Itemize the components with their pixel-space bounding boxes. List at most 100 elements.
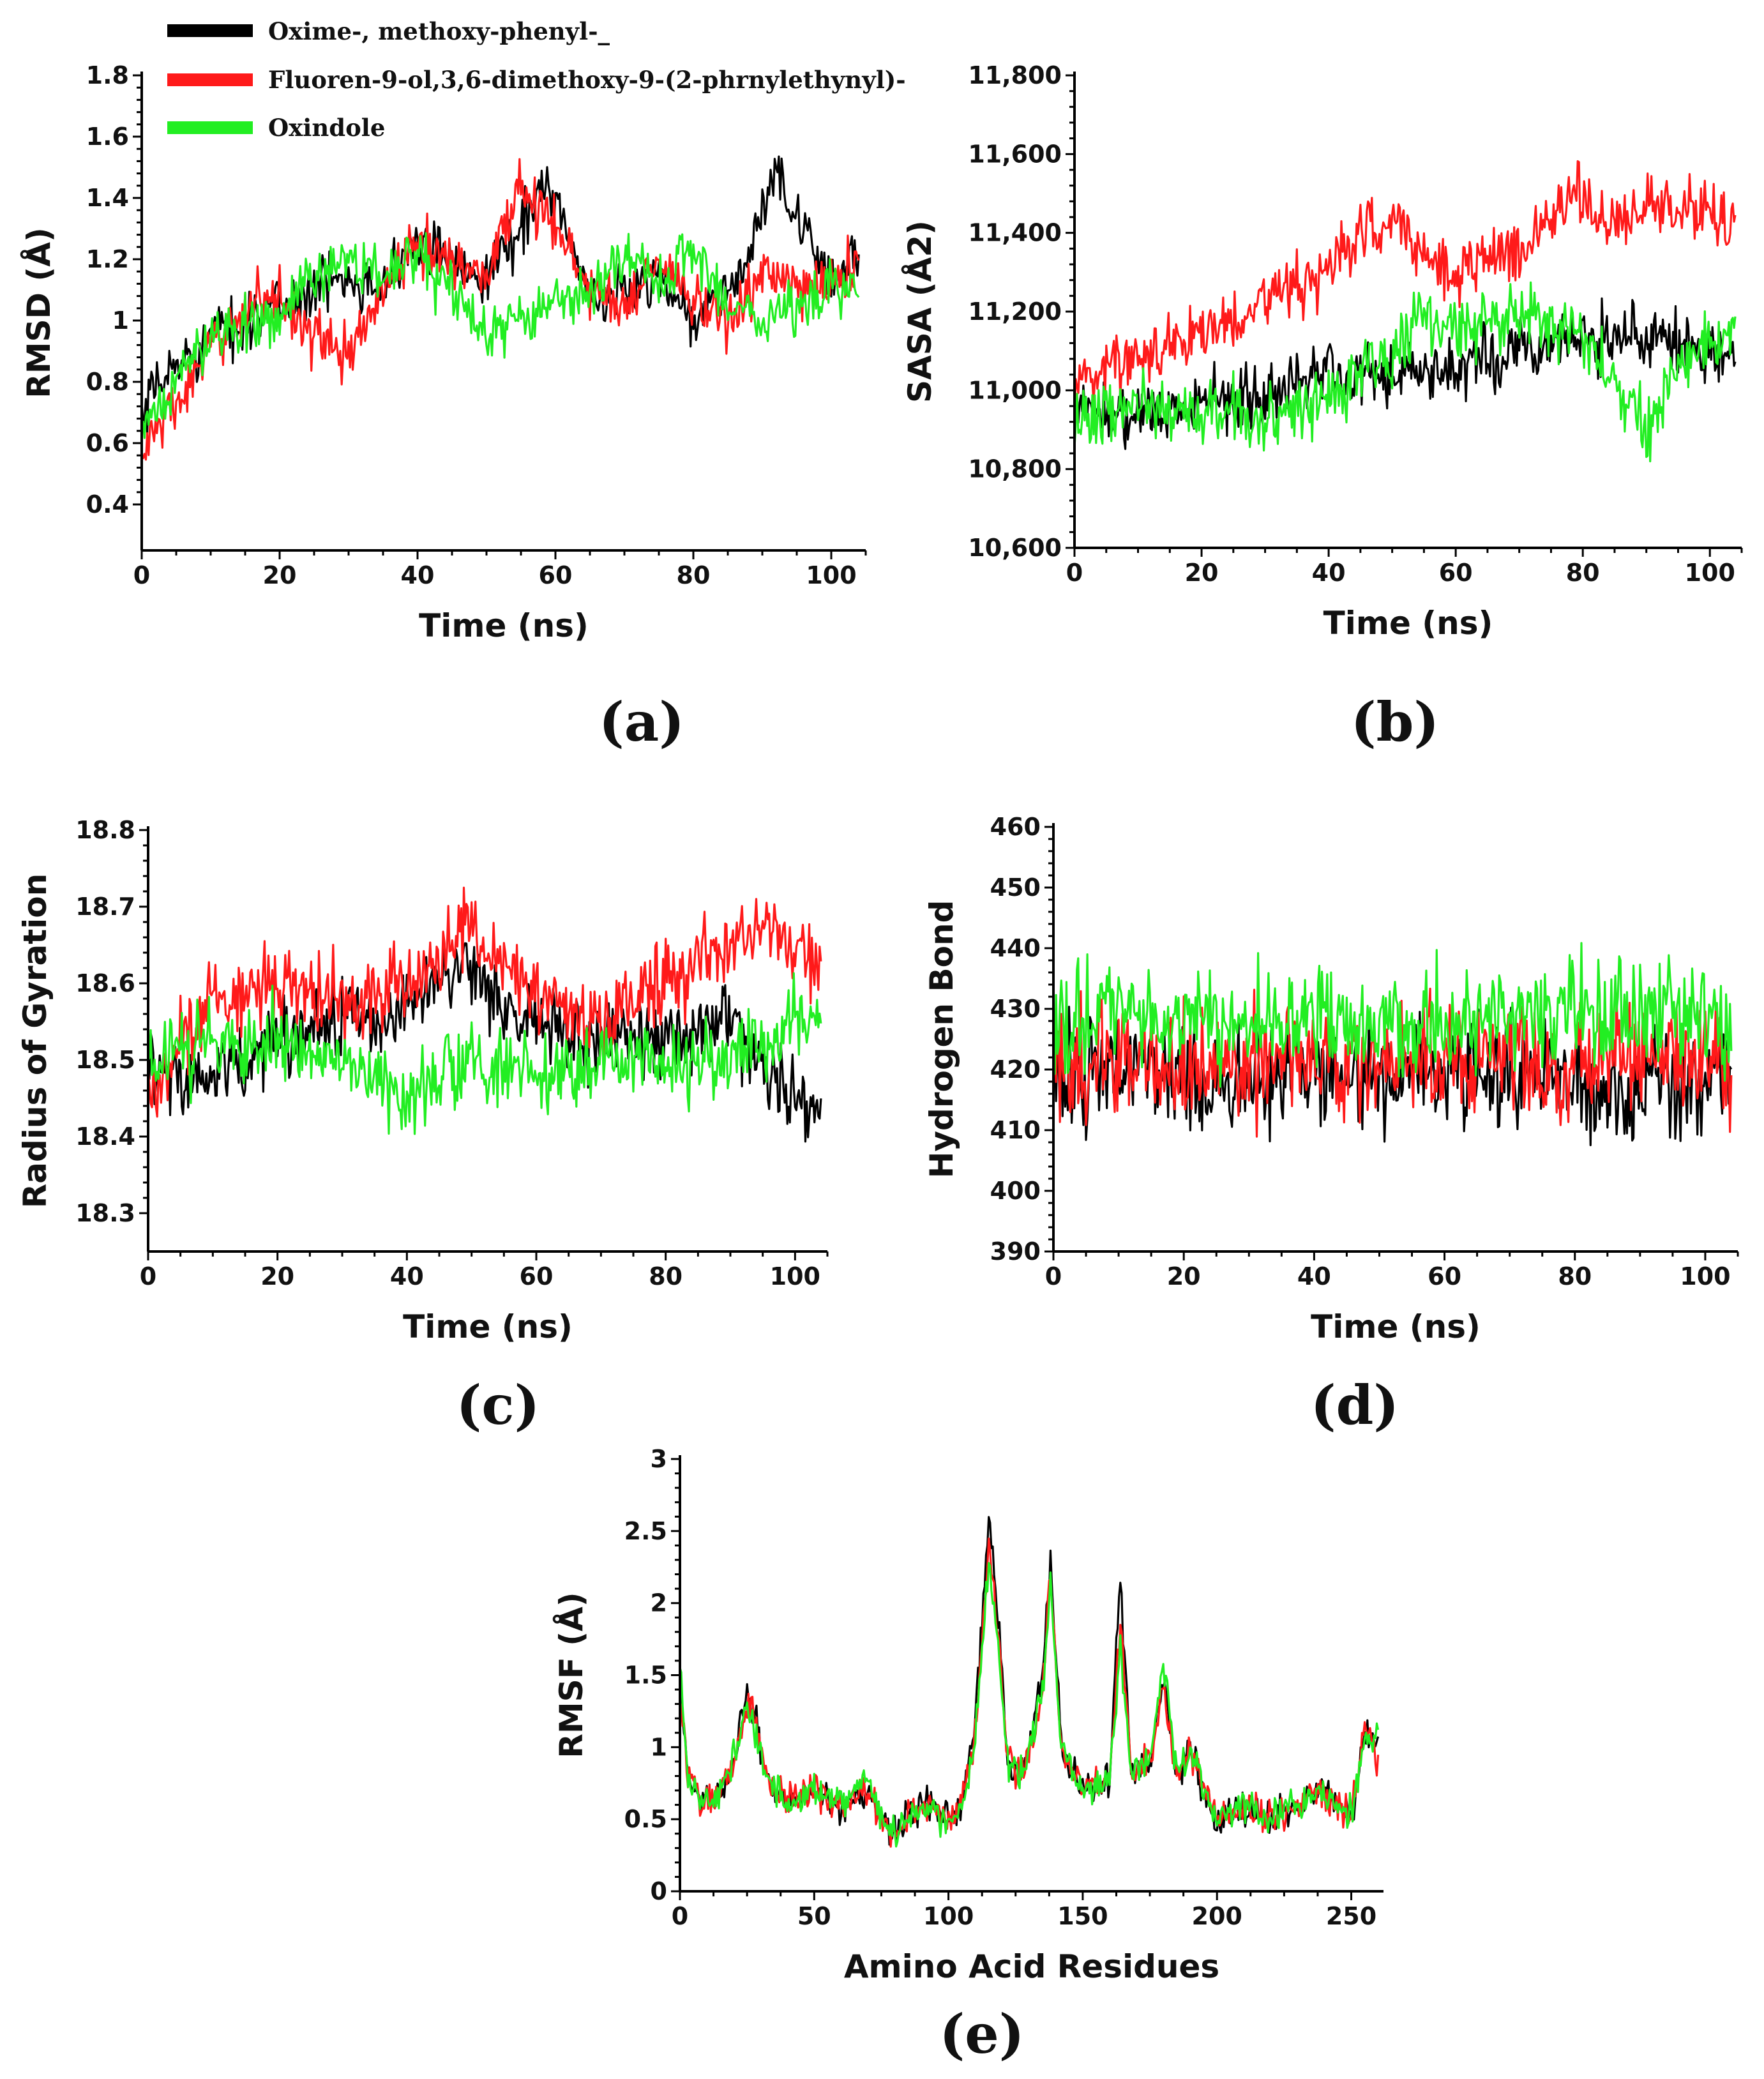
x-tick-label-e-1: 50 [797,1902,831,1930]
y-tick-label-a-3: 1 [112,306,129,335]
y-axis-label-b: SASA (Å2) [901,220,939,403]
y-axis-label-e: RMSF (Å) [552,1592,590,1758]
x-tick-label-b-4: 80 [1566,559,1600,587]
y-axis-label-a: RMSD (Å) [20,227,57,398]
y-tick-label-b-4: 11,400 [968,219,1062,247]
y-tick-label-a-6: 1.6 [86,123,129,151]
panel-label-a: (a) [599,690,684,753]
series-line-d-1 [1052,987,1733,1138]
legend-swatch-oxindole [167,121,253,134]
legend-label-oxindole: Oxindole [268,114,385,142]
y-tick-label-a-5: 1.4 [86,184,129,212]
x-tick-label-a-5: 100 [806,561,856,589]
panel-label-b: (b) [1351,690,1439,753]
y-tick-label-b-2: 11,000 [968,376,1062,404]
x-axis-label-d: Time (ns) [1311,1308,1481,1345]
x-tick-label-c-5: 100 [770,1262,820,1290]
y-tick-label-a-2: 0.8 [86,368,129,396]
y-axis-label-d: Hydrogen Bond [923,900,960,1179]
x-tick-label-d-2: 40 [1297,1262,1331,1290]
series-line-d-2 [1052,942,1733,1088]
y-tick-label-c-0: 18.3 [75,1199,135,1227]
x-tick-label-b-1: 20 [1185,559,1219,587]
x-tick-label-e-2: 100 [923,1902,974,1930]
x-tick-label-c-3: 60 [520,1262,554,1290]
series-line-b-1 [1073,160,1737,416]
y-tick-label-b-5: 11,600 [968,140,1062,168]
x-tick-label-c-4: 80 [649,1262,682,1290]
x-tick-label-b-0: 0 [1066,559,1083,587]
y-tick-label-c-3: 18.6 [75,969,135,997]
panel-label-d: (d) [1311,1373,1399,1437]
y-tick-label-e-3: 1.5 [624,1661,667,1690]
series-line-c-0 [147,942,822,1143]
x-tick-label-a-1: 20 [263,561,297,589]
y-tick-label-a-0: 0.4 [86,490,129,518]
panel-label-e: (e) [940,2002,1025,2066]
y-tick-label-e-5: 2.5 [624,1517,667,1545]
x-tick-label-b-3: 60 [1439,559,1473,587]
x-tick-label-b-2: 40 [1312,559,1346,587]
x-axis-label-e: Amino Acid Residues [844,1948,1219,1985]
chart-panel-e: 0 50 100 150 200 250 0 0.5 1 1.5 2 2.5 3 Amino Acid R… [552,1445,1383,2066]
y-tick-label-d-7: 460 [990,813,1041,841]
x-tick-label-c-1: 20 [260,1262,294,1290]
legend: Oxime-, methoxy-phenyl-_ Fluoren-9-ol,3,… [167,17,906,142]
x-tick-label-e-4: 200 [1192,1902,1242,1930]
y-tick-label-d-6: 450 [990,873,1041,902]
y-tick-label-d-0: 390 [990,1237,1041,1266]
legend-swatch-oxime [167,24,253,37]
x-tick-label-a-0: 0 [133,561,150,589]
x-axis-label-b: Time (ns) [1323,605,1493,642]
y-tick-label-e-4: 2 [651,1589,667,1617]
x-tick-label-d-4: 80 [1558,1262,1592,1290]
x-tick-label-c-0: 0 [140,1262,156,1290]
x-tick-label-e-5: 250 [1326,1902,1376,1930]
y-tick-label-c-2: 18.5 [75,1046,135,1074]
chart-panel-b: 0 20 40 60 80 100 10,600 10,800 11,000 11,200 11,4… [901,61,1743,753]
legend-swatch-fluorenol [167,73,253,86]
y-tick-label-e-1: 0.5 [624,1805,667,1833]
y-tick-label-a-1: 0.6 [86,429,129,457]
x-tick-label-a-2: 40 [401,561,435,589]
y-tick-label-e-2: 1 [651,1733,667,1761]
series-line-b-2 [1073,281,1737,463]
y-tick-label-e-0: 0 [651,1877,667,1905]
series-line-e-1 [679,1538,1380,1848]
series-line-a-2 [140,232,860,439]
chart-panel-c: 0 20 40 60 80 100 18.3 18.4 18.5 18.6 18.7 18.8 Time… [17,816,829,1437]
chart-panel-d: 0 20 40 60 80 100 390 400 410 420 430 440 450 460 Time… [923,813,1739,1437]
series-line-c-1 [147,886,822,1118]
y-tick-label-b-3: 11,200 [968,298,1062,326]
x-tick-label-c-2: 40 [390,1262,424,1290]
x-tick-label-e-0: 0 [672,1902,688,1930]
y-tick-label-c-5: 18.8 [75,816,135,844]
y-tick-label-d-5: 440 [990,934,1041,962]
y-tick-label-b-1: 10,800 [968,455,1062,483]
series-line-a-0 [140,155,860,434]
y-tick-label-d-1: 400 [990,1177,1041,1205]
x-tick-label-a-4: 80 [677,561,711,589]
x-tick-label-d-3: 60 [1428,1262,1461,1290]
x-tick-label-d-5: 100 [1680,1262,1730,1290]
x-tick-label-d-0: 0 [1045,1262,1062,1290]
x-tick-label-d-1: 20 [1167,1262,1201,1290]
legend-label-oxime: Oxime-, methoxy-phenyl-_ [268,17,610,45]
series-line-c-2 [147,972,822,1135]
series-line-e-2 [679,1562,1380,1848]
y-tick-label-d-3: 420 [990,1055,1041,1084]
y-tick-label-b-0: 10,600 [968,534,1062,562]
y-axis-label-c: Radius of Gyration [17,873,54,1208]
x-axis-label-c: Time (ns) [403,1308,573,1345]
y-tick-label-a-4: 1.2 [86,245,129,273]
panel-label-c: (c) [456,1373,540,1437]
x-tick-label-a-3: 60 [539,561,573,589]
y-tick-label-a-7: 1.8 [86,61,129,89]
x-tick-label-e-3: 150 [1057,1902,1108,1930]
y-tick-label-d-4: 430 [990,995,1041,1023]
x-tick-label-b-5: 100 [1685,559,1735,587]
y-tick-label-e-6: 3 [651,1445,667,1473]
y-tick-label-d-2: 410 [990,1116,1041,1144]
